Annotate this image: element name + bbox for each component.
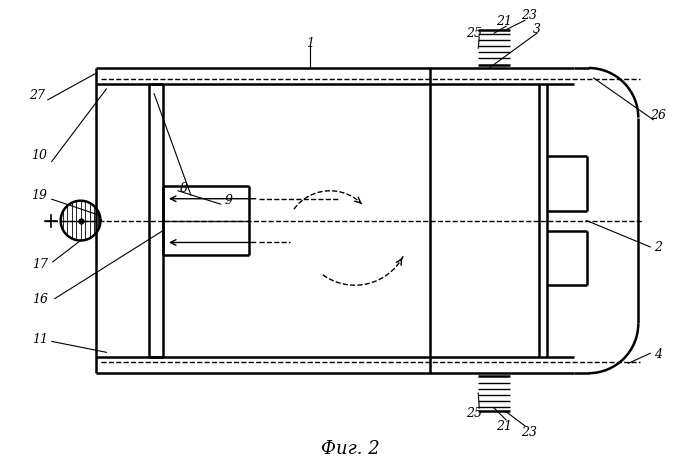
Text: 10: 10 [31, 149, 47, 162]
Text: 8: 8 [180, 181, 188, 194]
Text: 17: 17 [32, 258, 48, 271]
Text: 19: 19 [31, 188, 47, 201]
Text: Фиг. 2: Фиг. 2 [321, 439, 380, 457]
Text: 2: 2 [654, 241, 662, 254]
Text: 25: 25 [466, 407, 482, 419]
Text: 3: 3 [533, 23, 541, 36]
Text: 21: 21 [496, 419, 512, 433]
Text: 23: 23 [521, 426, 537, 438]
Text: 1: 1 [306, 37, 315, 50]
Text: 23: 23 [521, 9, 537, 22]
Text: 11: 11 [32, 332, 48, 345]
Text: 26: 26 [650, 109, 666, 122]
Text: 27: 27 [29, 89, 45, 102]
Text: 16: 16 [32, 293, 48, 306]
Text: 4: 4 [654, 347, 662, 360]
Text: 25: 25 [466, 27, 482, 40]
Text: 9: 9 [224, 193, 233, 206]
Text: 21: 21 [496, 15, 512, 28]
